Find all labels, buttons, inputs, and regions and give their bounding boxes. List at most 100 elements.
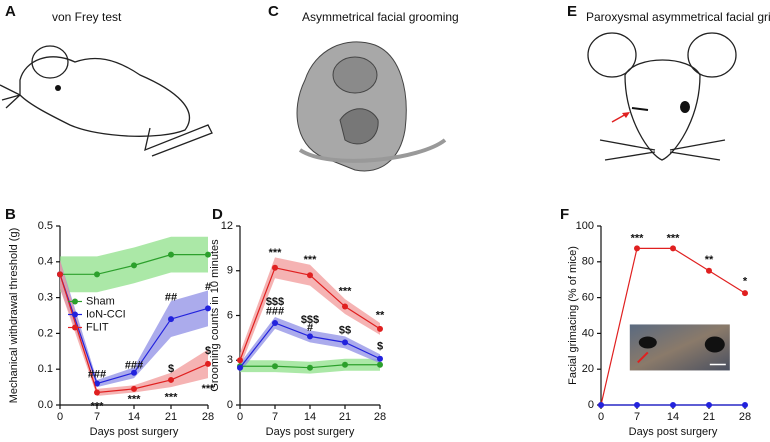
y-tick-label: 0.4 [38, 256, 53, 268]
panel-letter: E [567, 3, 577, 20]
x-tick-label: 14 [667, 411, 679, 423]
legend-label: IoN-CCI [86, 308, 126, 320]
grimacing-mouse-drawing [587, 32, 737, 161]
y-tick-label: 3 [227, 354, 233, 366]
inset-eye [638, 336, 657, 349]
illustration-title: von Frey test [52, 10, 122, 24]
significance-marker: ## [165, 292, 177, 304]
error-band [240, 316, 380, 373]
x-tick-label: 21 [339, 411, 351, 423]
illustration-title: Paroxysmal asymmetrical facial grimacing [586, 10, 770, 24]
data-point [670, 245, 676, 252]
significance-marker: ** [376, 309, 385, 321]
data-point [634, 245, 640, 252]
significance-marker: ### [125, 360, 143, 372]
data-point [598, 402, 604, 408]
significance-marker: ### [88, 368, 106, 380]
inset-eye [704, 336, 725, 353]
data-point [377, 325, 383, 332]
y-tick-label: 60 [582, 292, 594, 304]
mouse-drawing [0, 45, 213, 157]
y-axis-title: Facial grimacing (% of mice) [567, 246, 579, 385]
data-point [168, 316, 174, 323]
legend-label: Sham [86, 295, 115, 307]
significance-marker: $$$ [301, 314, 319, 326]
data-point [168, 251, 174, 258]
panel-letter: C [268, 3, 279, 20]
data-point [307, 333, 313, 340]
significance-marker: $$ [339, 324, 351, 336]
data-point [237, 357, 243, 364]
y-tick-label: 0 [227, 399, 233, 411]
x-tick-label: 28 [202, 411, 214, 423]
data-point [57, 271, 63, 278]
data-point [205, 360, 211, 367]
significance-marker: $ [205, 345, 211, 357]
legend-marker [72, 311, 78, 318]
y-tick-label: 6 [227, 309, 233, 321]
significance-marker: # [307, 322, 313, 334]
data-point [742, 402, 748, 408]
x-tick-label: 7 [272, 411, 278, 423]
x-tick-label: 28 [374, 411, 386, 423]
data-point [272, 264, 278, 271]
significance-marker: $$$ [266, 296, 284, 308]
significance-marker: ### [266, 306, 284, 318]
panel-letter: B [5, 206, 16, 223]
significance-marker: *** [667, 232, 681, 244]
data-point [706, 267, 712, 274]
data-point [377, 361, 383, 368]
data-point [272, 319, 278, 326]
panel-letter: D [212, 206, 223, 223]
y-tick-label: 40 [582, 327, 594, 339]
data-point [131, 385, 137, 392]
panel-letter: F [560, 206, 569, 223]
significance-marker: *** [91, 401, 105, 413]
data-point [131, 262, 137, 269]
significance-marker: # [205, 281, 211, 293]
x-axis-title: Days post surgery [90, 426, 179, 438]
y-tick-label: 20 [582, 363, 594, 375]
x-tick-label: 14 [304, 411, 316, 423]
data-point [342, 361, 348, 368]
x-tick-label: 21 [703, 411, 715, 423]
data-point [342, 303, 348, 310]
data-point [205, 251, 211, 258]
error-band [240, 257, 380, 368]
inset-photo [629, 324, 730, 371]
significance-marker: *** [269, 247, 283, 259]
data-point [205, 305, 211, 312]
data-point [94, 380, 100, 387]
y-tick-label: 100 [576, 220, 594, 232]
y-tick-label: 12 [221, 220, 233, 232]
data-point [706, 402, 712, 408]
legend-label: FLIT [86, 321, 109, 333]
x-tick-label: 0 [237, 411, 243, 423]
x-axis-title: Days post surgery [266, 426, 355, 438]
x-tick-label: 0 [598, 411, 604, 423]
significance-marker: *** [304, 254, 318, 266]
y-axis-title: Mechanical withdrawal threshold (g) [8, 228, 20, 403]
y-axis-title: Grooming counts in 10 minutes [209, 239, 221, 392]
legend-marker [72, 324, 78, 331]
x-tick-label: 0 [57, 411, 63, 423]
x-tick-label: 7 [634, 411, 640, 423]
significance-marker: *** [128, 394, 142, 406]
data-point [168, 376, 174, 383]
error-band [60, 260, 208, 388]
significance-marker: $ [377, 341, 383, 353]
y-tick-label: 80 [582, 256, 594, 268]
data-point [237, 364, 243, 371]
x-tick-label: 14 [128, 411, 140, 423]
panel-letter: A [5, 3, 16, 20]
y-tick-label: 0.3 [38, 292, 53, 304]
x-tick-label: 28 [739, 411, 751, 423]
significance-marker: *** [165, 392, 179, 404]
y-tick-label: 0 [588, 399, 594, 411]
illustration-title: Asymmetrical facial grooming [302, 10, 459, 24]
significance-marker: ** [705, 254, 714, 266]
data-point [634, 402, 640, 408]
significance-marker: *** [339, 286, 353, 298]
y-tick-label: 9 [227, 265, 233, 277]
significance-marker: $ [168, 363, 174, 375]
